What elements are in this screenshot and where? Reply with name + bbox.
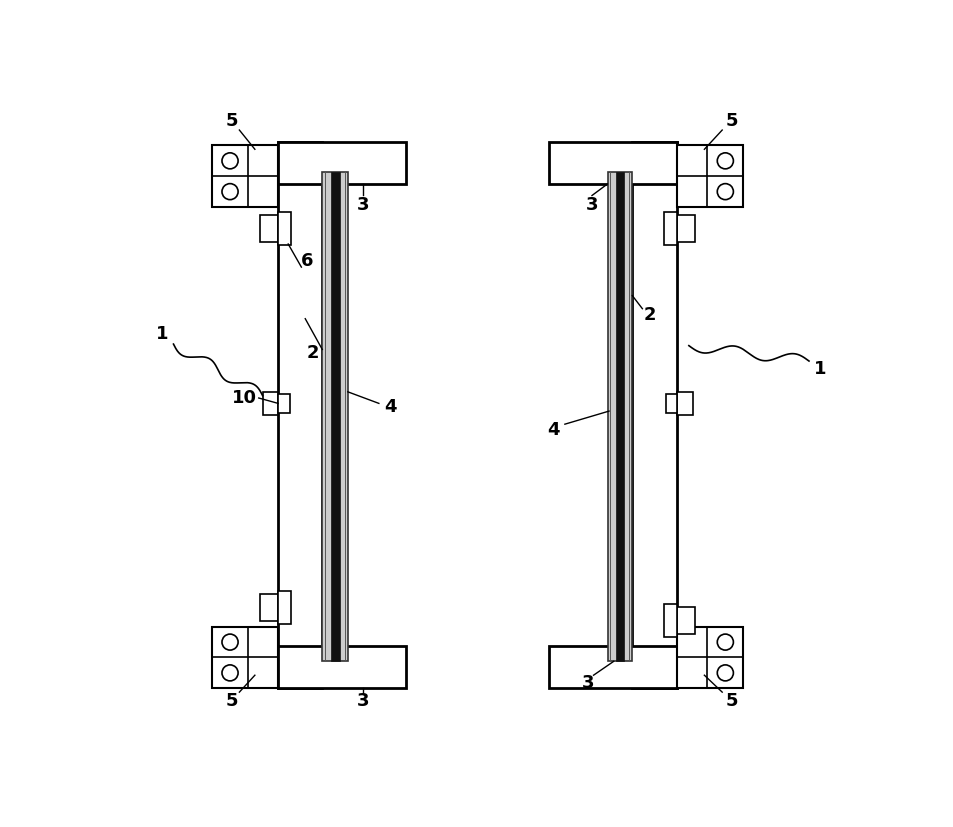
Bar bbox=[663, 212, 677, 245]
Bar bbox=[632, 141, 677, 688]
Text: 10: 10 bbox=[233, 389, 257, 407]
Text: 1: 1 bbox=[814, 360, 826, 378]
Text: 1: 1 bbox=[155, 325, 168, 343]
Bar bbox=[665, 394, 677, 413]
Text: 3: 3 bbox=[356, 692, 369, 710]
Text: 2: 2 bbox=[307, 344, 319, 362]
Bar bbox=[549, 141, 677, 184]
Text: 5: 5 bbox=[724, 112, 737, 130]
Text: 2: 2 bbox=[643, 306, 656, 324]
Bar bbox=[278, 646, 406, 688]
Text: 5: 5 bbox=[225, 692, 237, 710]
Text: 5: 5 bbox=[724, 692, 737, 710]
Bar bbox=[278, 590, 291, 624]
Bar bbox=[677, 608, 695, 634]
Bar bbox=[677, 627, 742, 688]
Bar bbox=[278, 141, 406, 184]
Bar bbox=[262, 392, 278, 415]
Text: 4: 4 bbox=[384, 399, 396, 416]
Bar bbox=[677, 215, 695, 241]
Text: 3: 3 bbox=[581, 674, 594, 692]
Bar bbox=[278, 212, 291, 245]
Bar bbox=[615, 172, 623, 662]
Bar bbox=[331, 172, 339, 662]
Bar bbox=[322, 172, 348, 662]
Text: 3: 3 bbox=[356, 197, 369, 214]
Bar bbox=[212, 627, 278, 688]
Bar bbox=[549, 646, 677, 688]
Text: 3: 3 bbox=[585, 197, 598, 214]
Bar bbox=[677, 146, 742, 207]
Text: 5: 5 bbox=[225, 112, 237, 130]
Bar bbox=[212, 146, 278, 207]
Bar bbox=[260, 594, 278, 620]
Bar bbox=[677, 392, 692, 415]
Bar bbox=[260, 215, 278, 241]
Bar bbox=[663, 605, 677, 638]
Text: 6: 6 bbox=[300, 252, 313, 270]
Bar bbox=[278, 394, 290, 413]
Text: 4: 4 bbox=[546, 421, 558, 439]
Bar bbox=[278, 141, 322, 688]
Bar bbox=[607, 172, 632, 662]
